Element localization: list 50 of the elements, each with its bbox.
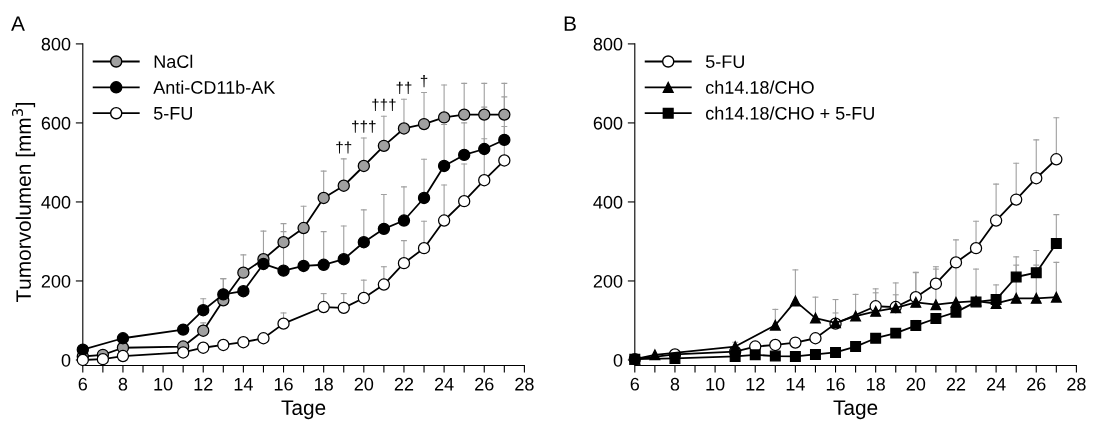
x-tick-label: 28 bbox=[1067, 377, 1086, 391]
x-tick-label: 24 bbox=[986, 377, 1006, 391]
annotation: †† bbox=[336, 141, 352, 154]
x-tick-label: 26 bbox=[475, 377, 494, 391]
x-tick-label: 10 bbox=[706, 377, 725, 391]
x-tick-label: 14 bbox=[234, 378, 253, 391]
y-tick-label: 800 bbox=[41, 37, 71, 51]
legend-label: 5-FU bbox=[153, 107, 192, 120]
x-tick-label: 6 bbox=[630, 377, 640, 391]
x-tick-label: 22 bbox=[946, 377, 966, 391]
x-tick-label: 14 bbox=[786, 378, 805, 391]
y-tick-label: 200 bbox=[41, 274, 71, 288]
y-tick-label: 0 bbox=[61, 353, 71, 367]
x-tick-label: 26 bbox=[1027, 377, 1046, 391]
x-tick-label: 10 bbox=[154, 377, 173, 391]
x-tick-label: 16 bbox=[826, 377, 845, 391]
legend-label: Anti-CD11b-AK bbox=[153, 80, 276, 94]
legend-label: 5-FU bbox=[705, 55, 744, 68]
x-axis-title: Tage bbox=[833, 400, 878, 420]
x-tick-label: 18 bbox=[867, 377, 885, 391]
x-tick-label: 12 bbox=[194, 377, 213, 391]
y-tick-label: 600 bbox=[593, 116, 623, 130]
x-tick-label: 28 bbox=[515, 377, 534, 391]
legend-label: ch14.18/CHO + 5-FU bbox=[705, 106, 874, 120]
annotation: †† bbox=[396, 81, 412, 94]
x-tick-label: 20 bbox=[354, 377, 374, 391]
y-tick-label: 200 bbox=[593, 274, 623, 288]
y-tick-label: 400 bbox=[593, 195, 623, 209]
x-tick-label: 24 bbox=[434, 377, 454, 391]
annotation: ††† bbox=[372, 98, 396, 111]
legend-label: NaCl bbox=[154, 54, 193, 68]
x-tick-label: 8 bbox=[118, 377, 128, 391]
legend-label: ch14.18/CHO bbox=[705, 80, 814, 94]
annotation: † bbox=[420, 75, 428, 88]
y-axis-title: Tumorvolumen [mm$^{3}$] bbox=[11, 102, 36, 303]
chart-title: A bbox=[11, 16, 25, 31]
x-tick-label: 6 bbox=[78, 377, 88, 391]
chart-title: B bbox=[564, 16, 576, 31]
x-tick-label: 22 bbox=[394, 377, 414, 391]
y-tick-label: 600 bbox=[41, 116, 71, 130]
x-tick-label: 12 bbox=[746, 377, 765, 391]
x-tick-label: 18 bbox=[315, 377, 333, 391]
y-tick-label: 400 bbox=[41, 195, 71, 209]
y-tick-label: 800 bbox=[593, 37, 623, 51]
x-tick-label: 8 bbox=[670, 377, 680, 391]
x-tick-label: 20 bbox=[906, 377, 926, 391]
x-tick-label: 16 bbox=[274, 377, 293, 391]
annotation: ††† bbox=[352, 120, 376, 133]
y-tick-label: 0 bbox=[613, 353, 623, 367]
x-axis-title: Tage bbox=[281, 400, 326, 420]
